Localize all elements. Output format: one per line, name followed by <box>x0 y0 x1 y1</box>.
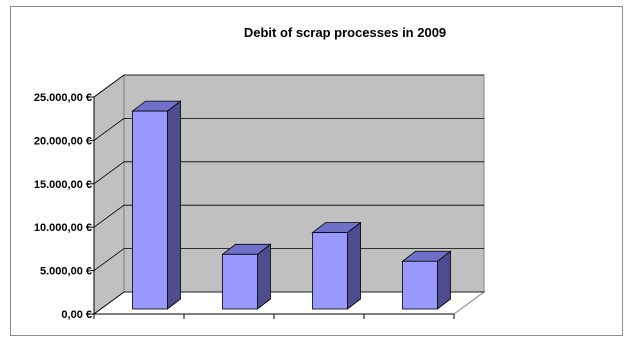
chart-left-wall <box>93 74 125 315</box>
chart-title: Debit of scrap processes in 2009 <box>244 25 446 40</box>
y-tick-label: 5.000,00 € <box>40 266 92 278</box>
bar-side <box>347 221 361 310</box>
y-tick-label: 10.000,00 € <box>34 222 92 234</box>
bar <box>311 221 362 310</box>
bar-side <box>257 243 271 310</box>
gridline <box>93 118 484 141</box>
gridlines <box>93 74 484 315</box>
gridline <box>93 291 484 315</box>
bar <box>221 243 272 310</box>
y-axis-ticks: 0,00 € 5.000,00 € 10.000,00 € 15.000,00 € 20… <box>34 92 454 321</box>
bars <box>131 100 452 310</box>
gridline <box>93 161 484 185</box>
gridline <box>93 204 484 228</box>
bar <box>401 250 452 310</box>
gridline <box>93 248 484 271</box>
bar-side <box>167 100 181 310</box>
bar <box>131 100 182 310</box>
bar-front <box>402 260 438 310</box>
bar-front <box>132 110 168 310</box>
x-axis-ticks <box>93 314 455 319</box>
bar-front <box>312 232 348 310</box>
y-tick-label: 0,00 € <box>61 309 92 321</box>
y-tick-label: 15.000,00 € <box>34 179 92 191</box>
y-tick-label: 25.000,00 € <box>34 92 92 104</box>
gridline <box>93 74 484 98</box>
bar-front <box>222 253 258 310</box>
y-tick-label: 20.000,00 € <box>34 135 92 147</box>
